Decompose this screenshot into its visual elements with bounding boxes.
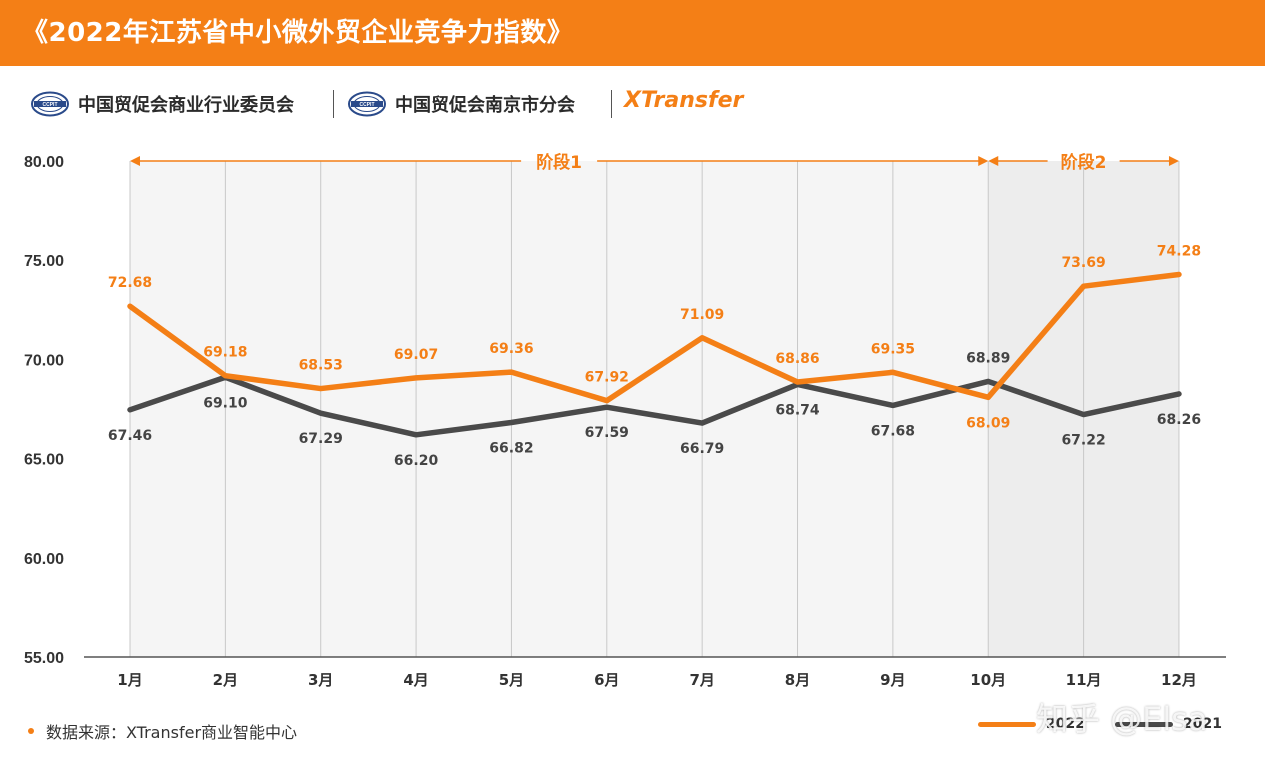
stage-1-shade xyxy=(130,161,989,657)
data-label-2022: 69.35 xyxy=(871,341,915,357)
legend-label-2021: 2021 xyxy=(1183,716,1222,732)
data-source-text: 数据来源：XTransfer商业智能中心 xyxy=(46,723,298,742)
data-label-2022: 72.68 xyxy=(108,275,152,291)
legend-item-2021: 2021 xyxy=(1115,716,1222,732)
data-label-2022: 73.69 xyxy=(1061,255,1105,271)
data-label-2021: 67.68 xyxy=(871,423,915,439)
stage-2-arrowhead-right xyxy=(1168,156,1179,166)
stage-1-arrowhead-right xyxy=(978,156,989,166)
ccpit-logo-icon: CCPIT xyxy=(31,91,69,117)
data-label-2021: 66.82 xyxy=(489,440,533,456)
data-label-2021: 69.10 xyxy=(203,395,248,411)
series-2022-line xyxy=(127,271,1182,404)
xtransfer-logo: XTransfer xyxy=(624,88,744,113)
page-title: 《2022年江苏省中小微外贸企业竞争力指数》 xyxy=(22,18,574,48)
organizations-bar: CCPIT 中国贸促会商业行业委员会 CCPIT 中国贸促会南京市分会 XTra… xyxy=(0,66,1265,138)
y-tick-label: 80.00 xyxy=(24,154,64,171)
legend-label-2022: 2022 xyxy=(1046,716,1085,732)
bullet-icon xyxy=(28,728,34,734)
data-label-2022: 74.28 xyxy=(1157,243,1201,259)
legend-swatch-2021 xyxy=(1115,721,1173,727)
data-label-2021: 67.22 xyxy=(1061,433,1105,449)
data-label-2022: 69.36 xyxy=(489,341,533,357)
org-2: CCPIT 中国贸促会南京市分会 xyxy=(347,90,575,118)
y-tick-label: 65.00 xyxy=(24,452,64,469)
series-2021-line xyxy=(127,374,1182,438)
x-tick-label: 4月 xyxy=(403,671,428,689)
x-tick-label: 2月 xyxy=(213,671,238,689)
ccpit-logo-icon: CCPIT xyxy=(348,91,386,117)
data-label-2022: 68.09 xyxy=(966,415,1010,431)
stage-1-label: 阶段1 xyxy=(536,152,582,173)
org-1: CCPIT 中国贸促会商业行业委员会 xyxy=(30,90,294,118)
data-label-2022: 71.09 xyxy=(680,307,724,323)
legend-item-2022: 2022 xyxy=(978,716,1085,732)
data-label-2021: 68.26 xyxy=(1157,412,1201,428)
y-tick-label: 55.00 xyxy=(24,650,64,667)
title-bar: 《2022年江苏省中小微外贸企业竞争力指数》 xyxy=(0,0,1265,66)
x-tick-label: 1月 xyxy=(117,671,142,689)
data-label-2021: 66.20 xyxy=(394,453,439,469)
x-tick-label: 3月 xyxy=(308,671,333,689)
data-label-2021: 67.46 xyxy=(108,428,152,444)
y-tick-label: 75.00 xyxy=(24,253,64,270)
x-tick-label: 12月 xyxy=(1161,671,1197,689)
x-tick-label: 7月 xyxy=(689,671,714,689)
data-label-2022: 67.92 xyxy=(585,370,629,386)
x-tick-label: 11月 xyxy=(1066,671,1102,689)
data-label-2021: 67.29 xyxy=(299,431,343,447)
x-tick-label: 5月 xyxy=(499,671,524,689)
stage-1-arrowhead-left xyxy=(130,156,140,166)
x-tick-label: 6月 xyxy=(594,671,619,689)
data-source-note: 数据来源：XTransfer商业智能中心 xyxy=(28,719,297,743)
stage-2-arrowhead-left xyxy=(988,156,999,166)
data-label-2021: 66.79 xyxy=(680,441,724,457)
line-chart: 80.00 75.00 70.00 65.00 60.00 55.00 1月 2月 3月 4月 5月… xyxy=(24,152,1226,689)
x-tick-label: 9月 xyxy=(880,671,905,689)
org-divider xyxy=(611,90,612,118)
data-label-2022: 69.07 xyxy=(394,347,438,363)
data-label-2022: 68.53 xyxy=(299,358,343,374)
data-label-2021: 68.89 xyxy=(966,350,1010,366)
legend-swatch-2022 xyxy=(978,721,1036,727)
svg-text:CCPIT: CCPIT xyxy=(360,102,375,108)
data-label-2021: 68.74 xyxy=(775,402,820,418)
org-divider xyxy=(333,90,334,118)
data-label-2022: 68.86 xyxy=(775,351,819,367)
watermark: 知乎 @Elsa xyxy=(1036,700,1208,738)
data-label-2022: 69.18 xyxy=(203,345,247,361)
stage-2-label: 阶段2 xyxy=(1061,152,1107,173)
y-tick-label: 70.00 xyxy=(24,352,64,369)
x-tick-label: 10月 xyxy=(970,671,1006,689)
x-tick-label: 8月 xyxy=(785,671,810,689)
svg-text:CCPIT: CCPIT xyxy=(43,102,58,108)
data-label-2021: 67.59 xyxy=(585,425,629,441)
y-tick-label: 60.00 xyxy=(24,551,64,568)
org-name-2: 中国贸促会南京市分会 xyxy=(395,95,575,116)
org-name-1: 中国贸促会商业行业委员会 xyxy=(78,95,294,116)
